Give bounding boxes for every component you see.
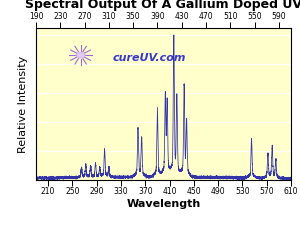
Text: cureUV.com: cureUV.com bbox=[112, 53, 186, 63]
X-axis label: Wavelength: Wavelength bbox=[126, 199, 201, 209]
Circle shape bbox=[76, 52, 85, 58]
Y-axis label: Relative Intensity: Relative Intensity bbox=[18, 55, 28, 152]
Title: Spectral Output Of A Gallium Doped UV: Spectral Output Of A Gallium Doped UV bbox=[25, 0, 300, 11]
